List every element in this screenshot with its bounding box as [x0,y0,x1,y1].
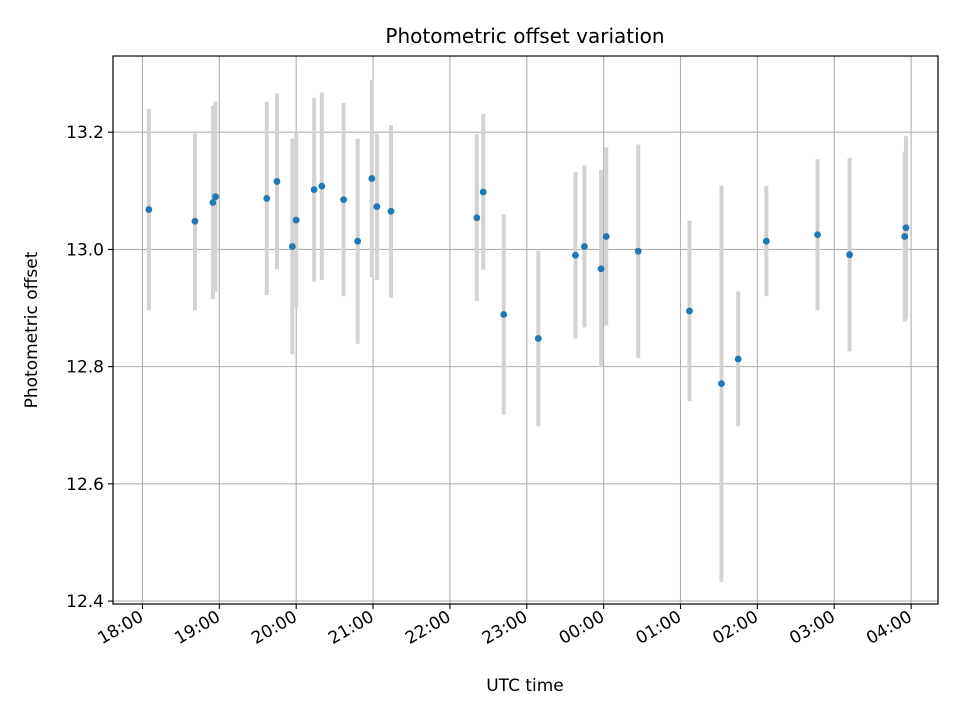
data-point [572,251,579,259]
data-point [273,178,281,185]
data-point [814,231,821,239]
data-point [292,216,300,224]
data-point [846,251,854,259]
y-tick-label: 12.6 [66,475,104,495]
data-point [340,196,347,203]
x-axis-label: UTC time [486,676,564,696]
y-axis-label: Photometric offset [22,251,42,408]
data-point [310,186,318,194]
data-point [534,335,542,342]
y-tick-label: 12.4 [66,592,104,612]
data-point [191,217,199,225]
data-point [473,214,481,222]
data-point [209,199,217,206]
data-point [373,203,381,211]
data-point [686,307,693,315]
data-point [602,233,610,240]
data-point [212,193,219,201]
data-point [902,224,910,232]
data-point [901,233,909,240]
data-point [145,206,153,213]
y-axis: 12.4 12.6 12.8 13.0 13.2 [66,123,113,612]
data-point [718,380,725,388]
y-tick-label: 13.0 [66,240,104,260]
y-tick-label: 12.8 [66,358,104,378]
data-points [145,175,910,388]
data-point [581,243,588,250]
data-point [762,237,770,245]
data-point [288,243,296,250]
data-point [354,237,362,245]
data-point [479,188,487,196]
data-point [634,247,642,255]
data-point [500,311,508,318]
grid [113,56,938,604]
data-point [387,207,395,215]
data-point [368,175,376,182]
data-point [263,195,271,202]
y-tick-label: 13.2 [66,123,104,143]
chart-title: Photometric offset variation [385,24,664,48]
data-point [597,265,605,273]
data-point [734,355,742,363]
data-point [318,182,326,190]
plot-area-frame [112,55,939,605]
